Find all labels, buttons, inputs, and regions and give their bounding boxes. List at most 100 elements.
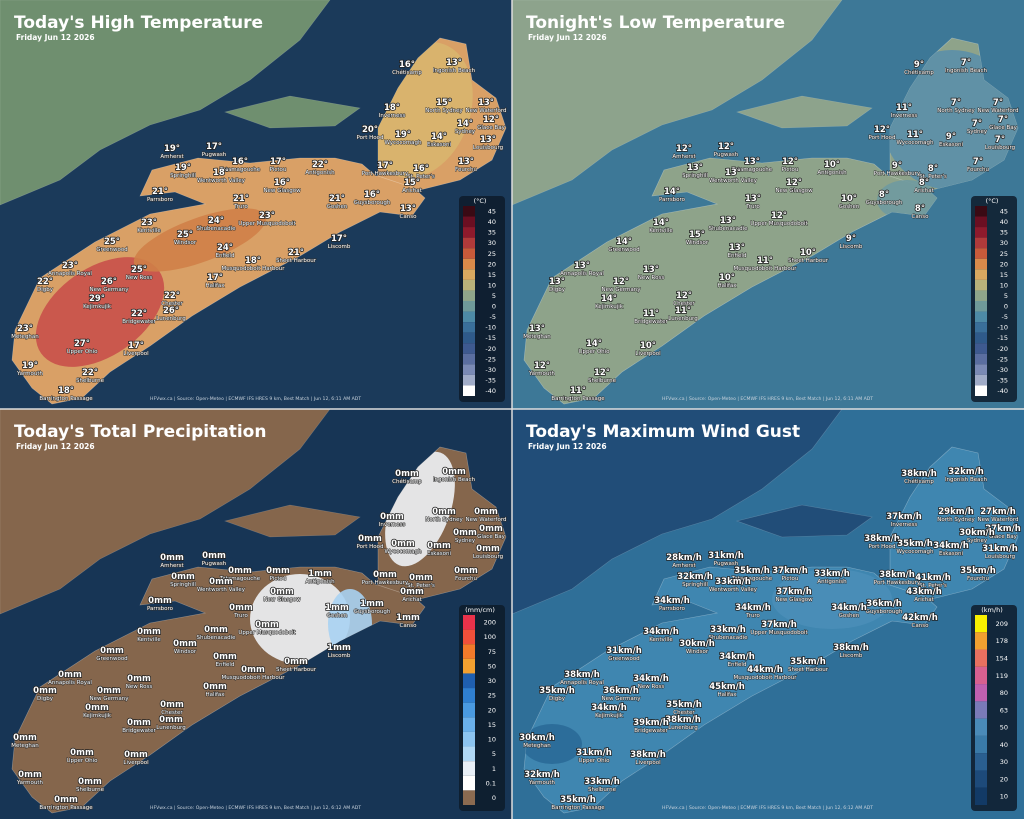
place-value: 35km/h xyxy=(897,539,933,549)
place-value: 32km/h xyxy=(948,467,984,477)
place-value: 35km/h xyxy=(960,566,996,576)
place-value: 22° xyxy=(131,309,147,319)
place-value: 0mm xyxy=(54,795,78,805)
legend-unit: (°C) xyxy=(986,197,999,205)
place-value: 0mm xyxy=(13,733,37,743)
place-value: 35km/h xyxy=(734,566,770,576)
place-name: New Germany xyxy=(601,287,641,293)
place-value: 21° xyxy=(288,248,304,258)
place-value: 12° xyxy=(786,178,802,188)
place-value: 35km/h xyxy=(560,795,596,805)
place-value: 33km/h xyxy=(715,577,751,587)
place-value: 0mm xyxy=(266,566,290,576)
place-value: 0mm xyxy=(173,639,197,649)
place-value: 8° xyxy=(919,178,929,188)
legend-tick: 0 xyxy=(492,303,496,311)
place-value: 18° xyxy=(384,103,400,113)
place-name: Shubenacadie xyxy=(197,635,237,641)
place-value: 24° xyxy=(217,243,233,253)
place-value: 0mm xyxy=(432,507,456,517)
place-name: Upper Ohio xyxy=(66,758,98,764)
place-name: Port Hood xyxy=(868,544,895,550)
place-value: 0mm xyxy=(391,539,415,549)
legend-tick: 45 xyxy=(1000,208,1008,216)
legend-swatch xyxy=(463,279,475,291)
place-name: New Waterford xyxy=(466,517,507,523)
legend-swatch xyxy=(463,673,475,689)
legend-tick: 209 xyxy=(996,620,1008,628)
place-name: Meteghan xyxy=(523,743,551,749)
place-name: Inverness xyxy=(891,522,918,528)
place-name: Sydney xyxy=(967,129,988,135)
place-value: 0mm xyxy=(160,700,184,710)
place-value: 17° xyxy=(128,341,144,351)
place-name: Kejimkujik xyxy=(595,713,624,719)
legend-swatch xyxy=(975,735,987,754)
place-value: 13° xyxy=(744,157,760,167)
place-name: New Ross xyxy=(126,684,153,690)
legend-swatch xyxy=(463,374,475,386)
place-name: Port Hawkesbury xyxy=(874,171,921,177)
place-name: Wentworth Valley xyxy=(709,178,758,184)
place-value: 1mm xyxy=(396,613,420,623)
place-name: North Sydney xyxy=(937,517,975,523)
place-value: 13° xyxy=(529,324,545,334)
legend-tick: 35 xyxy=(488,229,496,237)
panel-title: Today's High Temperature xyxy=(14,13,263,33)
place-name: New Glasgow xyxy=(263,597,301,603)
place-value: 42km/h xyxy=(902,613,938,623)
legend-swatch xyxy=(975,666,987,685)
place-value: 34km/h xyxy=(933,541,969,551)
place-value: 37km/h xyxy=(776,587,812,597)
place-name: Liverpool xyxy=(123,760,149,766)
place-name: Kentville xyxy=(649,228,673,234)
place-name: Liscomb xyxy=(328,244,351,250)
place-name: Sheet Harbour xyxy=(276,258,317,264)
place-name: Pugwash xyxy=(714,152,739,158)
legend-tick: -10 xyxy=(485,324,496,332)
place-name: Musquodoboit Harbour xyxy=(222,675,286,681)
place-name: Greenwood xyxy=(96,656,127,662)
legend-tick: 15 xyxy=(1000,271,1008,279)
place-name: Windsor xyxy=(174,649,197,655)
place-value: 9° xyxy=(946,132,956,142)
place-name: Pugwash xyxy=(202,152,227,158)
legend-tick: -30 xyxy=(485,366,496,374)
place-value: 23° xyxy=(17,324,33,334)
legend-tick: 25 xyxy=(488,250,496,258)
legend-tick: -10 xyxy=(997,324,1008,332)
legend-tick: 25 xyxy=(1000,250,1008,258)
place-value: 1mm xyxy=(308,569,332,579)
place-name: Pictou xyxy=(782,167,799,173)
place-value: 12° xyxy=(771,211,787,221)
place-value: 34km/h xyxy=(831,603,867,613)
shade-region xyxy=(133,208,267,272)
place-value: 8° xyxy=(879,190,889,200)
legend-unit: (km/h) xyxy=(981,606,1002,614)
place-value: 22° xyxy=(164,291,180,301)
place-name: New Waterford xyxy=(466,108,507,114)
legend-swatch xyxy=(975,374,987,386)
legend-swatch xyxy=(975,364,987,375)
legend-swatch xyxy=(975,632,987,650)
legend-tick: -25 xyxy=(997,355,1008,363)
legend-tick: 20 xyxy=(488,706,496,714)
place-value: 0mm xyxy=(474,507,498,517)
legend-swatch xyxy=(975,237,987,249)
place-name: Parrsboro xyxy=(147,606,174,612)
place-name: Sheet Harbour xyxy=(276,667,317,673)
legend-swatch xyxy=(463,322,475,333)
shading xyxy=(877,50,1018,220)
place-name: Wentworth Valley xyxy=(197,178,246,184)
place-name: Fourchu xyxy=(455,576,477,582)
place-value: 14° xyxy=(457,119,473,129)
place-value: 34km/h xyxy=(633,674,669,684)
place-name: Lunenburg xyxy=(156,316,185,322)
place-name: St. Peter's xyxy=(407,174,435,180)
place-name: Upper Musquodoboit xyxy=(750,630,808,636)
place-name: Meteghan xyxy=(11,743,39,749)
place-value: 0mm xyxy=(229,603,253,613)
legend-tick: -40 xyxy=(485,387,496,395)
place-name: Port Hawkesbury xyxy=(874,580,921,586)
